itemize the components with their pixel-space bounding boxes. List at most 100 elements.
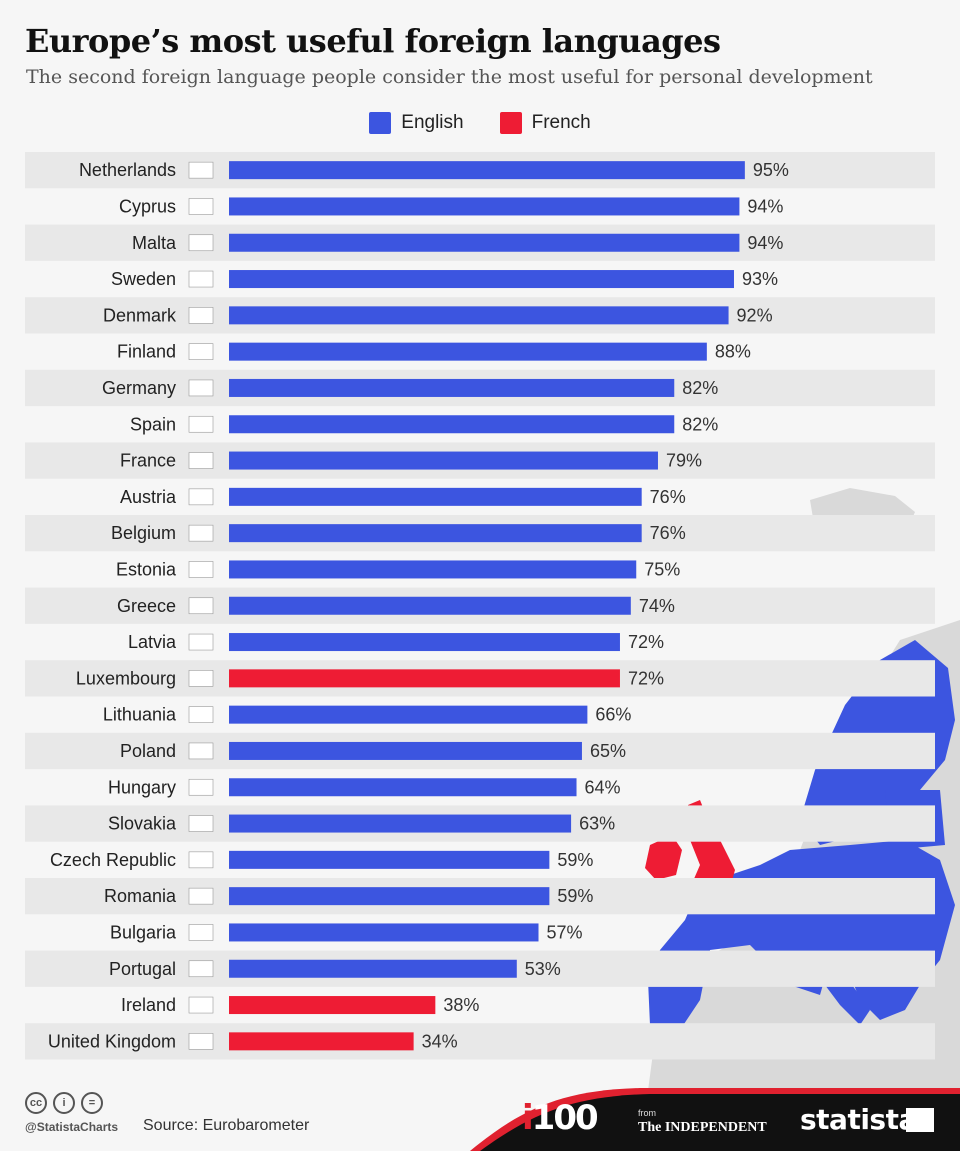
statista-logo: statista — [800, 1103, 917, 1136]
category-label: Poland — [120, 741, 176, 761]
category-label: Hungary — [108, 777, 176, 797]
flag-icon — [188, 778, 214, 796]
data-label: 72% — [628, 632, 664, 652]
category-label: Finland — [117, 342, 176, 362]
legend-item-english: English — [369, 112, 464, 134]
nd-icon: = — [81, 1092, 103, 1114]
bar — [229, 923, 539, 942]
footer-banner-dark — [480, 1094, 960, 1151]
flag-icon — [188, 706, 214, 723]
data-label: 64% — [585, 777, 621, 797]
category-label: Ireland — [121, 995, 176, 1015]
category-label: Denmark — [103, 305, 177, 325]
bar — [229, 887, 550, 906]
flag-icon — [188, 198, 214, 215]
brand-from: from — [638, 1108, 656, 1118]
flag-icon — [188, 234, 214, 252]
category-label: Luxembourg — [76, 668, 176, 688]
flag-icon — [188, 488, 214, 506]
flag-icon — [188, 1033, 214, 1050]
category-label: Greece — [117, 596, 176, 616]
category-label: Czech Republic — [50, 850, 176, 870]
flag-icon — [188, 561, 214, 578]
flag-icon — [188, 670, 214, 687]
bar — [229, 669, 620, 688]
bar — [229, 487, 642, 506]
data-label: 79% — [666, 451, 702, 471]
category-label: Romania — [104, 886, 177, 906]
flag-icon — [188, 887, 214, 905]
category-label: Germany — [102, 378, 176, 398]
category-label: Belgium — [111, 523, 176, 543]
data-label: 75% — [644, 559, 680, 579]
category-label: Estonia — [116, 559, 177, 579]
bar — [229, 1032, 414, 1051]
bar — [229, 741, 582, 760]
data-label: 95% — [753, 160, 789, 180]
legend-label-french: French — [531, 112, 591, 133]
flag-icon — [188, 960, 214, 978]
data-label: 92% — [737, 305, 773, 325]
data-label: 94% — [747, 233, 783, 253]
data-label: 88% — [715, 342, 751, 362]
legend: English French — [0, 112, 960, 134]
bar — [229, 560, 637, 579]
category-label: Bulgaria — [110, 922, 177, 942]
data-label: 57% — [547, 922, 583, 942]
bar — [229, 778, 577, 797]
independent-logo: The INDEPENDENT — [638, 1120, 767, 1135]
data-label: 72% — [628, 668, 664, 688]
data-label: 59% — [557, 850, 593, 870]
bar — [229, 451, 658, 470]
category-label: Latvia — [128, 632, 177, 652]
bar — [229, 633, 620, 652]
statista-mark-icon — [906, 1108, 934, 1132]
data-label: 66% — [595, 705, 631, 725]
flag-icon — [188, 742, 214, 760]
data-label: 34% — [422, 1031, 458, 1051]
flag-icon — [188, 524, 214, 542]
bar — [229, 161, 745, 180]
license-icons: cc i = — [25, 1092, 103, 1114]
category-label: Portugal — [109, 959, 176, 979]
flag-icon — [188, 379, 214, 397]
bar — [229, 415, 675, 434]
category-label: Sweden — [111, 269, 176, 289]
data-label: 59% — [557, 886, 593, 906]
flag-icon — [188, 415, 214, 433]
flag-icon — [188, 633, 214, 651]
bar — [229, 850, 550, 869]
row-band — [25, 1023, 935, 1060]
bar — [229, 705, 588, 724]
bar — [229, 233, 740, 252]
bar-rows: Netherlands 95% Cyprus 94% Malta 94% Sweden 93%… — [25, 152, 935, 1060]
source-note: Source: Eurobarometer — [143, 1117, 310, 1134]
flag-icon — [188, 452, 214, 469]
flag-icon — [188, 597, 214, 615]
bar — [229, 306, 729, 325]
bar — [229, 197, 740, 216]
data-label: 53% — [525, 959, 561, 979]
category-label: Lithuania — [103, 705, 177, 725]
category-label: Malta — [132, 233, 177, 253]
flag-icon — [188, 996, 214, 1014]
flag-icon — [188, 924, 214, 941]
i100-logo: i100 — [522, 1098, 599, 1138]
category-label: Netherlands — [79, 160, 176, 180]
category-label: United Kingdom — [48, 1031, 176, 1051]
data-label: 94% — [747, 196, 783, 216]
bar — [229, 959, 517, 978]
flag-icon — [188, 270, 214, 288]
map-ireland — [645, 835, 682, 880]
flag-icon — [188, 307, 214, 324]
flag-icon — [188, 161, 214, 179]
data-label: 82% — [682, 414, 718, 434]
chart-title: Europe’s most useful foreign languages — [25, 22, 721, 60]
bar — [229, 342, 707, 361]
data-label: 63% — [579, 814, 615, 834]
category-label: Spain — [130, 414, 176, 434]
data-label: 76% — [650, 523, 686, 543]
flag-icon — [188, 851, 214, 869]
bar — [229, 814, 572, 833]
